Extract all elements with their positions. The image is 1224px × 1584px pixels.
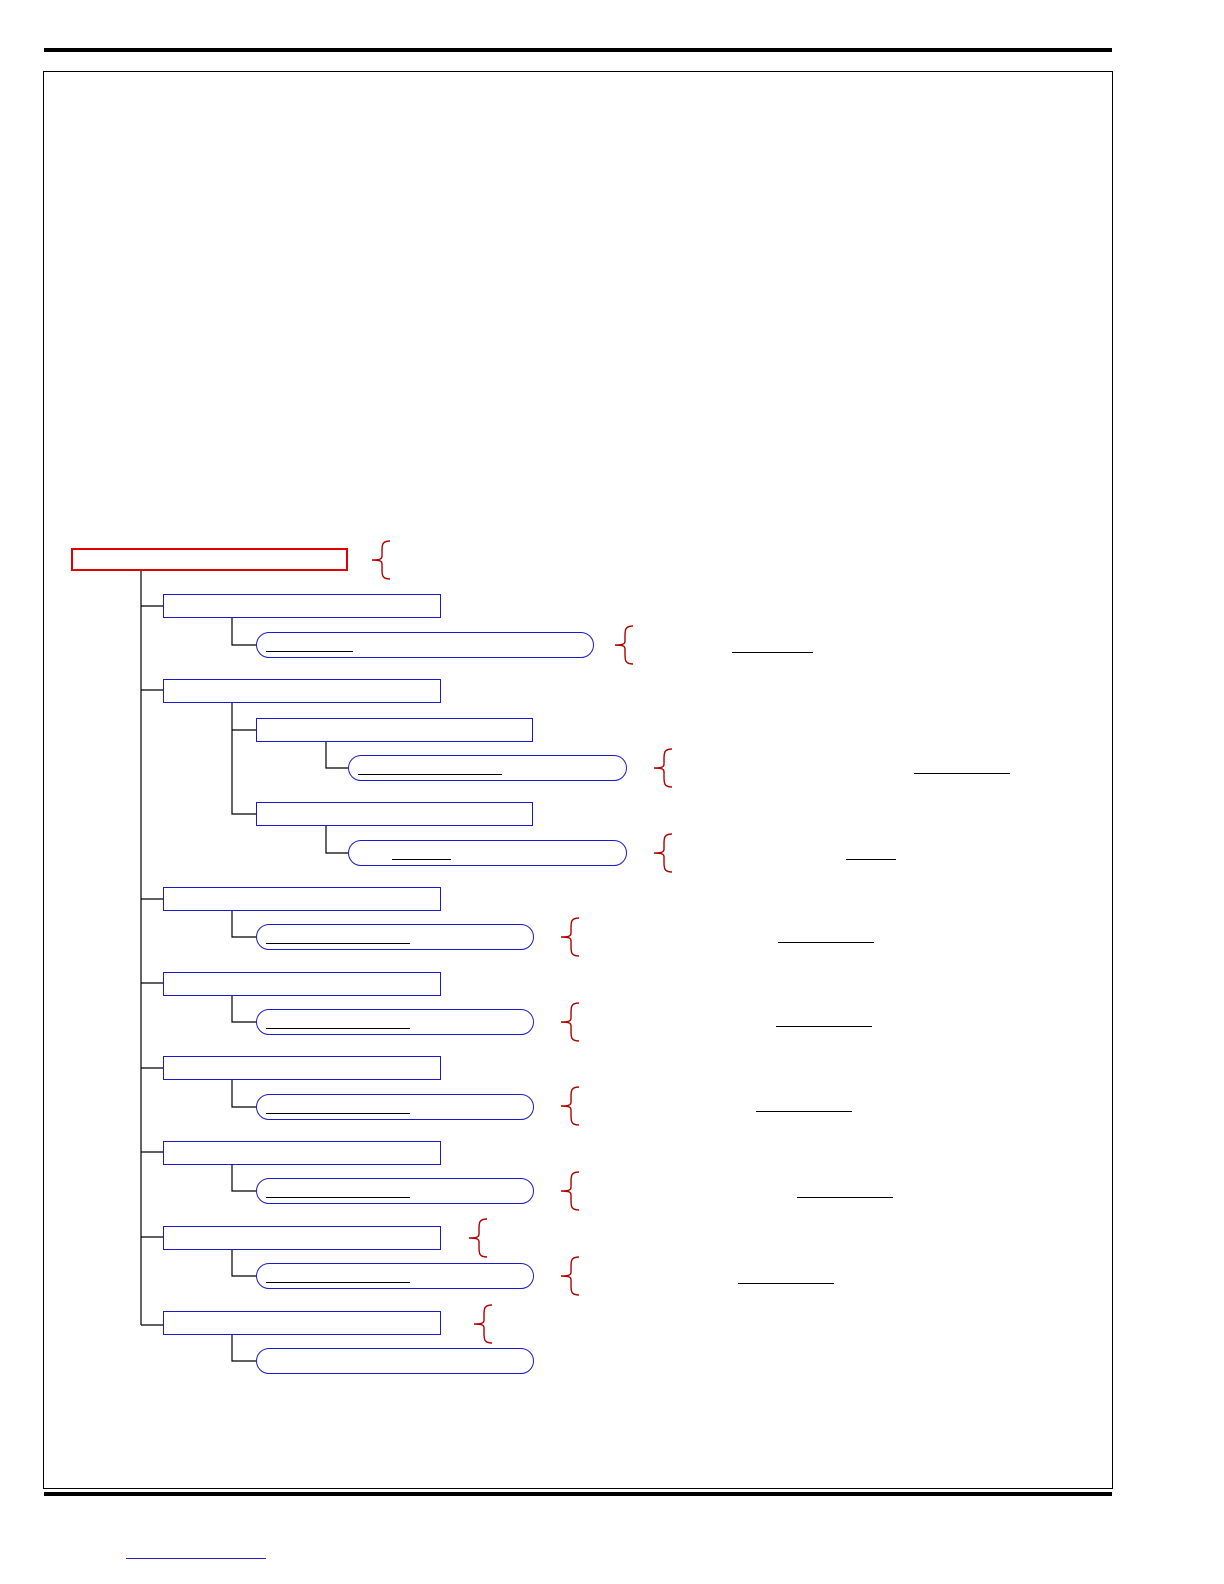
branch-node-7 [163,1226,441,1250]
left-curly-brace-icon [653,833,673,873]
left-curly-brace-icon [560,917,580,957]
pill-underline [266,943,410,944]
leaf-node-2a [348,755,627,781]
annotation-underline [846,859,896,860]
leaf-node-6 [256,1178,534,1204]
left-curly-brace-icon [473,1304,493,1344]
pill-underline [266,651,353,652]
pill-underline [266,1113,410,1114]
left-curly-brace-icon [653,748,673,788]
pill-underline [266,1028,410,1029]
annotation-underline [738,1283,834,1284]
branch-node-1 [163,594,441,618]
left-curly-brace-icon [560,1002,580,1042]
left-curly-brace-icon [560,1171,580,1211]
leaf-node-3 [256,924,534,950]
footer-link[interactable] [126,1558,266,1559]
annotation-underline [776,1026,872,1027]
root-node [71,548,348,571]
footer-rule [44,1492,1112,1496]
branch-node-3 [163,887,441,911]
subbranch-node-2a [256,718,533,742]
leaf-node-5 [256,1094,534,1120]
leaf-node-7 [256,1263,534,1289]
leaf-node-8 [256,1348,534,1374]
annotation-underline [797,1197,893,1198]
leaf-node-4 [256,1009,534,1035]
annotation-underline [778,942,874,943]
annotation-underline [914,773,1010,774]
branch-node-2 [163,679,441,703]
content-frame [43,71,1113,1489]
left-curly-brace-icon [614,625,634,665]
annotation-underline [756,1111,852,1112]
left-curly-brace-icon [468,1218,488,1258]
left-curly-brace-icon [560,1086,580,1126]
subbranch-node-2b [256,802,533,826]
pill-underline [266,1197,410,1198]
branch-node-8 [163,1311,441,1335]
left-curly-brace-icon [560,1256,580,1296]
leaf-node-2b [348,840,627,866]
branch-node-6 [163,1141,441,1165]
pill-underline [266,1282,410,1283]
pill-underline [392,859,451,860]
left-curly-brace-icon [371,540,391,580]
branch-node-4 [163,972,441,996]
branch-node-5 [163,1056,441,1080]
annotation-underline [732,652,813,653]
leaf-node-1 [256,632,594,658]
pill-underline [358,774,502,775]
header-rule [44,48,1112,52]
